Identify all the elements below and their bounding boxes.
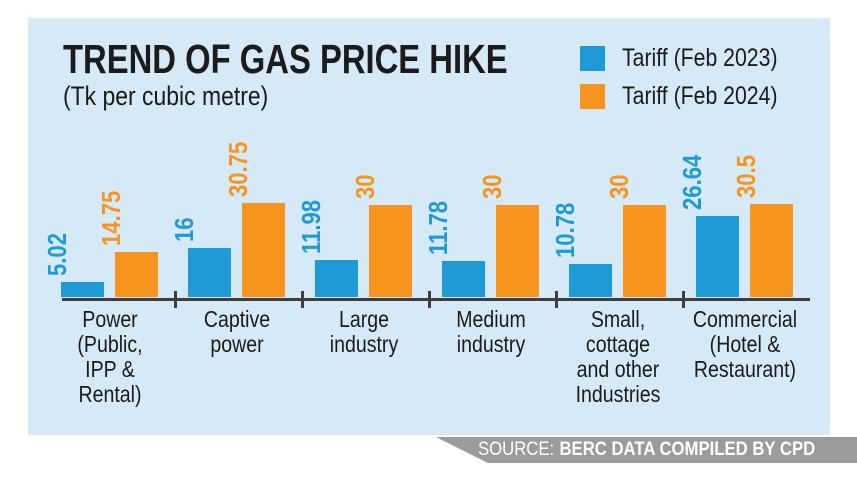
value-label-feb2024-1: 14.75 xyxy=(95,190,126,246)
value-label-feb2023-2: 16 xyxy=(168,217,199,242)
value-label-feb2024-6: 30.5 xyxy=(730,154,761,198)
bar-feb2023-1 xyxy=(61,282,104,297)
bar-feb2023-2 xyxy=(188,248,231,297)
source-label: SOURCE: BERC DATA COMPILED BY CPD xyxy=(478,437,815,463)
page-title: TREND OF GAS PRICE HIKE xyxy=(63,36,508,82)
bar-feb2024-6 xyxy=(750,204,793,297)
legend-label-2023: Tariff (Feb 2023) xyxy=(622,44,778,72)
value-label-feb2023-4: 11.78 xyxy=(422,200,453,255)
axis-tick xyxy=(554,291,558,308)
bar-feb2023-4 xyxy=(442,261,485,297)
axis-tick xyxy=(173,291,177,308)
value-label-feb2024-2: 30.75 xyxy=(222,141,253,197)
legend-swatch-2024 xyxy=(580,84,605,109)
value-label-feb2023-1: 5.02 xyxy=(41,232,72,276)
value-label-feb2023-6: 26.64 xyxy=(676,154,707,210)
value-label-feb2024-5: 30 xyxy=(603,174,634,199)
axis-tick xyxy=(681,291,685,308)
source-prefix: SOURCE: xyxy=(477,439,555,460)
legend-label-2024: Tariff (Feb 2024) xyxy=(622,82,778,110)
category-label-1: Power (Public, IPP & Rental) xyxy=(76,306,143,407)
legend-item-2024: Tariff (Feb 2024) xyxy=(580,82,805,110)
value-label-feb2024-3: 30 xyxy=(349,174,380,199)
legend: Tariff (Feb 2023) Tariff (Feb 2024) xyxy=(580,44,805,122)
bar-feb2023-5 xyxy=(569,264,612,297)
category-label-2: Captive power xyxy=(203,306,270,357)
value-label-feb2023-3: 11.98 xyxy=(295,199,326,254)
value-label-feb2024-4: 30 xyxy=(476,174,507,199)
value-label-feb2023-5: 10.78 xyxy=(549,202,580,258)
category-label-3: Large industry xyxy=(329,306,398,357)
bar-feb2023-3 xyxy=(315,260,358,297)
category-label-5: Small, cottage and other Industries xyxy=(575,306,660,407)
bar-feb2024-4 xyxy=(496,205,539,297)
source-banner: SOURCE: BERC DATA COMPILED BY CPD xyxy=(436,437,857,463)
legend-swatch-2023 xyxy=(580,46,605,71)
bar-feb2023-6 xyxy=(696,216,739,297)
bar-feb2024-2 xyxy=(242,203,285,297)
bar-feb2024-3 xyxy=(369,205,412,297)
category-label-4: Medium industry xyxy=(455,306,526,357)
axis-tick xyxy=(427,291,431,308)
bar-feb2024-1 xyxy=(115,252,158,297)
page-subtitle: (Tk per cubic metre) xyxy=(63,81,269,111)
x-axis-line xyxy=(62,298,810,301)
bar-feb2024-5 xyxy=(623,205,666,297)
legend-item-2023: Tariff (Feb 2023) xyxy=(580,44,805,72)
source-credit: BERC DATA COMPILED BY CPD xyxy=(559,439,816,460)
axis-tick xyxy=(300,291,304,308)
category-label-6: Commercial (Hotel & Restaurant) xyxy=(692,306,797,382)
